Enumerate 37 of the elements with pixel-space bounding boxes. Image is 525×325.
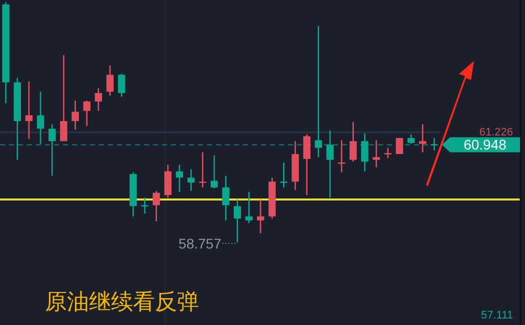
candlestick: [245, 191, 253, 224]
candlestick: [187, 168, 195, 192]
candlestick: [372, 140, 380, 168]
text: 原油继续看反弹: [45, 289, 199, 314]
candlestick: [176, 164, 184, 193]
candlestick: [25, 80, 33, 140]
candlestick: [361, 132, 368, 172]
candlestick: [419, 124, 426, 153]
candlestick: [48, 124, 56, 177]
candlestick: [152, 190, 160, 222]
candlestick: [326, 130, 334, 198]
candlestick: [72, 100, 79, 130]
candlestick: [384, 147, 392, 159]
candlestick: [210, 154, 218, 189]
candlestick: [199, 152, 206, 188]
candlestick: [430, 137, 438, 152]
candlestick: [396, 137, 404, 155]
candlestick: [303, 134, 310, 196]
candlestick: [83, 100, 90, 127]
candlestick: [407, 134, 415, 144]
candlestick: [256, 198, 264, 234]
ref-line-label: 60.948: [464, 136, 507, 153]
annotation: 58.757: [178, 235, 222, 252]
candlestick: [106, 64, 114, 96]
candlestick: [36, 91, 44, 144]
candlestick: [141, 197, 148, 214]
candlestick: [60, 54, 68, 142]
candlestick: [280, 162, 288, 188]
y-tick-label: 57.111: [480, 310, 513, 322]
y-tick-label: 61.226: [479, 126, 513, 138]
candlestick: [350, 121, 357, 162]
candlestick: [222, 175, 230, 222]
candlestick: [164, 164, 172, 198]
candlestick: [314, 25, 322, 158]
candlestick: [234, 198, 241, 243]
candlestick: [94, 88, 102, 112]
candlestick: [118, 73, 126, 98]
